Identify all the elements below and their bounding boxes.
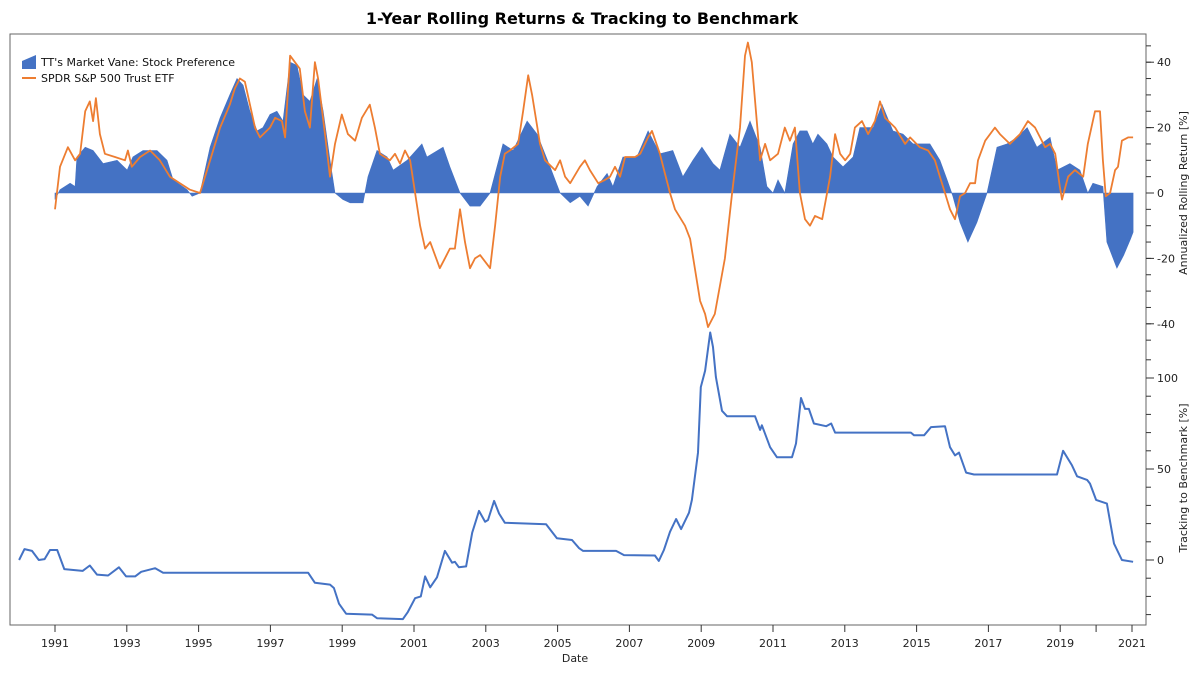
x-tick-label: 2019 — [1046, 637, 1074, 650]
x-tick-label: 2005 — [544, 637, 572, 650]
x-tick-label: 1999 — [328, 637, 356, 650]
x-tick-label: 1991 — [41, 637, 69, 650]
y-tick-label: -20 — [1157, 252, 1175, 265]
y-axis-right: 40 20 0 -20 -40 100 50 0 — [1146, 45, 1178, 616]
x-tick-label: 1995 — [185, 637, 213, 650]
plot-area — [9, 33, 1147, 626]
legend: TT's Market Vane: Stock Preference SPDR … — [22, 55, 235, 85]
y-tick-label: 100 — [1157, 372, 1178, 385]
x-tick-label: 2003 — [472, 637, 500, 650]
x-tick-label: 1997 — [256, 637, 284, 650]
x-tick-label: 1993 — [113, 637, 141, 650]
x-tick-label: 2011 — [759, 637, 787, 650]
chart-title: 1-Year Rolling Returns & Tracking to Ben… — [366, 9, 799, 28]
y-axis-title-tracking: Tracking to Benchmark [%] — [1177, 403, 1190, 553]
y-tick-label: 20 — [1157, 122, 1171, 135]
x-tick-label: 2015 — [903, 637, 931, 650]
y-tick-label: 0 — [1157, 187, 1164, 200]
x-axis-title: Date — [562, 652, 589, 665]
y-tick-label: 50 — [1157, 463, 1171, 476]
spy-return-line — [54, 41, 1134, 329]
x-tick-label: 2009 — [687, 637, 715, 650]
x-tick-label: 2013 — [831, 637, 859, 650]
plot-frame — [9, 33, 1147, 626]
legend-label-stock-preference: TT's Market Vane: Stock Preference — [40, 56, 235, 69]
y-tick-label: 40 — [1157, 56, 1171, 69]
tracking-line — [18, 331, 1134, 621]
x-tick-label: 2007 — [615, 637, 643, 650]
legend-swatch-stock-preference — [22, 55, 36, 69]
y-tick-label: 0 — [1157, 554, 1164, 567]
stock-preference-area — [54, 61, 1134, 269]
x-tick-label: 2021 — [1118, 637, 1146, 650]
y-tick-label: -40 — [1157, 318, 1175, 331]
y-axis-title-returns: Annualized Rolling Return [%] — [1177, 111, 1190, 275]
x-axis: 1991 1993 1995 1997 1999 2001 2003 2005 2007 2009… — [41, 625, 1146, 650]
x-tick-label: 2001 — [400, 637, 428, 650]
legend-label-spy: SPDR S&P 500 Trust ETF — [41, 72, 175, 85]
x-tick-label: 2017 — [974, 637, 1002, 650]
